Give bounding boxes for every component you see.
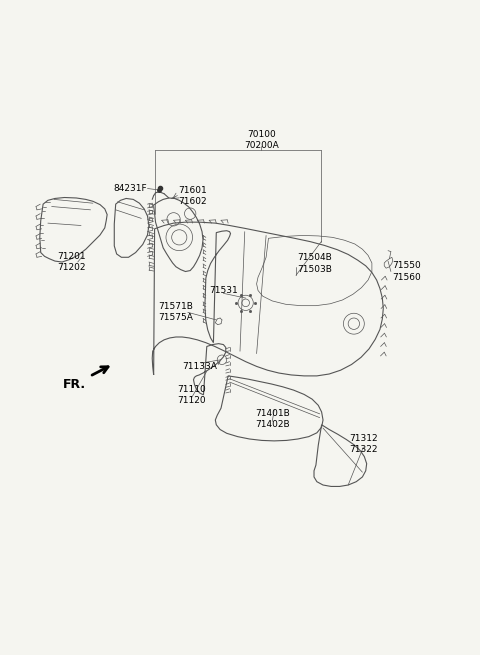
Text: 71110
71120: 71110 71120 — [177, 385, 206, 405]
Text: 84231F: 84231F — [114, 185, 147, 193]
Text: 71531: 71531 — [209, 286, 238, 295]
Text: 70100
70200A: 70100 70200A — [244, 130, 279, 150]
Text: 71550
71560: 71550 71560 — [392, 261, 420, 282]
Text: 71133A: 71133A — [182, 362, 217, 371]
Text: 71571B
71575A: 71571B 71575A — [158, 302, 193, 322]
Text: FR.: FR. — [63, 379, 86, 391]
Text: 71201
71202: 71201 71202 — [57, 252, 86, 272]
Text: 71401B
71402B: 71401B 71402B — [255, 409, 289, 428]
Text: 71312
71322: 71312 71322 — [349, 434, 378, 454]
Text: 71601
71602: 71601 71602 — [179, 185, 207, 206]
Text: 71504B
71503B: 71504B 71503B — [297, 253, 332, 274]
